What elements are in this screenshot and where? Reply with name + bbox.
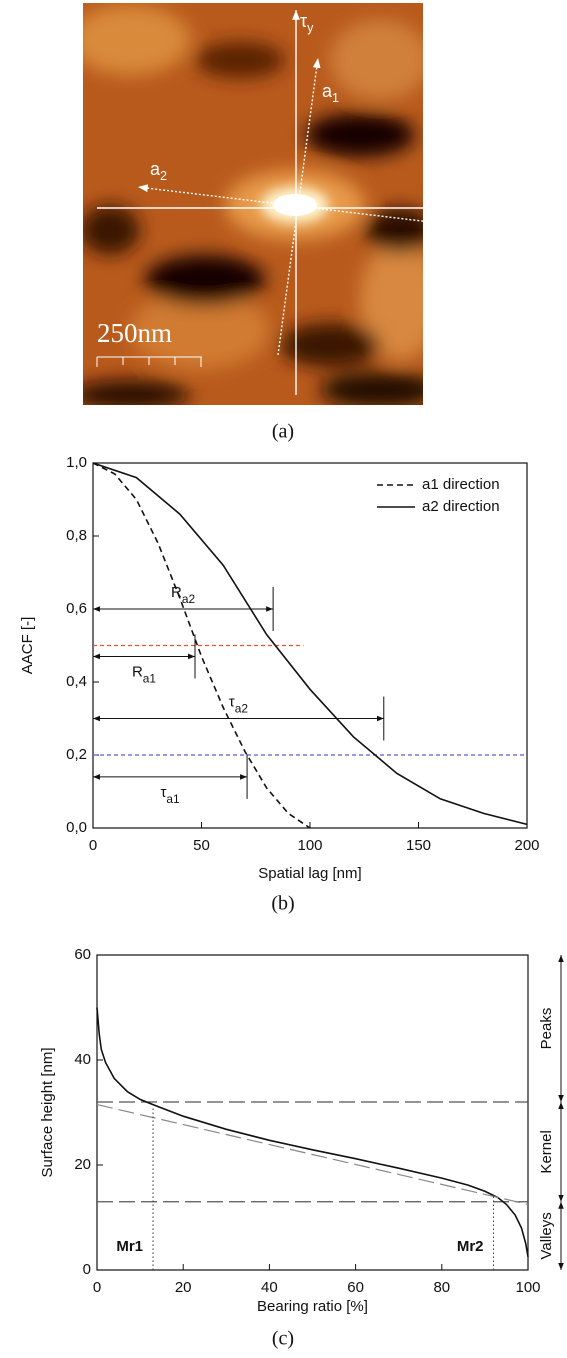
y-tick-label: 0,4 <box>66 673 87 690</box>
image-label-base: a <box>322 81 333 101</box>
y-tick-label: 0,8 <box>66 527 87 544</box>
x-tick-label: 0 <box>93 1279 101 1296</box>
x-tick-label: 80 <box>433 1279 450 1296</box>
x-tick-label: 20 <box>175 1279 192 1296</box>
image-label-base: a <box>150 159 161 179</box>
legend-label: a1 direction <box>422 476 500 493</box>
x-axis-label: Spatial lag [nm] <box>258 865 361 882</box>
y-tick-label: 60 <box>74 946 91 963</box>
x-tick-label: 40 <box>261 1279 278 1296</box>
image-label-sub: 2 <box>160 169 167 183</box>
dimension-label: Ra1 <box>132 663 156 685</box>
y-axis-label: Surface height [nm] <box>39 1047 56 1177</box>
x-tick-label: 60 <box>347 1279 364 1296</box>
afm-image <box>83 3 423 405</box>
x-tick-label: 200 <box>514 837 539 854</box>
image-label: a2 <box>150 159 167 184</box>
x-tick-label: 100 <box>515 1279 540 1296</box>
image-label: τx <box>477 179 491 204</box>
dimension-label-base: τ <box>229 693 235 710</box>
region-label: Kernel <box>538 1130 555 1173</box>
y-axis-label: AACF [-] <box>19 617 36 675</box>
caption: (a) <box>272 421 294 443</box>
region-label: Valleys <box>538 1212 555 1259</box>
region-label: Peaks <box>538 1008 555 1050</box>
dimension-label-base: R <box>132 663 143 680</box>
series-line <box>96 1007 529 1258</box>
caption: (c) <box>272 1328 294 1350</box>
y-tick-label: 40 <box>74 1051 91 1068</box>
x-tick-label: 0 <box>89 837 97 854</box>
y-tick-label: 0,0 <box>66 819 87 836</box>
marker-label: Mr1 <box>116 1238 143 1255</box>
caption: (b) <box>271 893 294 915</box>
dimension-label-base: R <box>171 584 182 601</box>
dimension-label-sub: a1 <box>166 792 180 806</box>
dimension-label-sub: a2 <box>182 592 196 606</box>
x-tick-label: 100 <box>297 837 322 854</box>
scale-bar-label: 250nm <box>97 318 172 348</box>
image-label-sub: 1 <box>332 91 339 105</box>
dimension-label: τa2 <box>229 693 249 715</box>
dimension-label: τa1 <box>160 784 180 806</box>
image-label: τy <box>300 11 314 36</box>
y-tick-label: 1,0 <box>66 454 87 471</box>
marker-label: Mr2 <box>457 1238 484 1255</box>
legend-label: a2 direction <box>422 498 500 515</box>
image-label-sub: x <box>484 189 491 203</box>
dimension-label-base: τ <box>160 784 166 801</box>
x-tick-label: 50 <box>193 837 210 854</box>
image-label-sub: y <box>307 21 314 35</box>
series-line <box>92 462 311 829</box>
x-axis-label: Bearing ratio [%] <box>257 1298 368 1315</box>
y-tick-label: 20 <box>74 1156 91 1173</box>
image-label: a1 <box>322 81 339 106</box>
plot-frame <box>96 954 529 1271</box>
dimension-label-sub: a1 <box>143 672 157 686</box>
image-label-base: τ <box>477 179 484 199</box>
series-line <box>96 1104 529 1205</box>
image-axes <box>96 9 492 395</box>
image-label-base: τ <box>300 11 307 31</box>
y-tick-label: 0,2 <box>66 746 87 763</box>
y-tick-label: 0,6 <box>66 600 87 617</box>
y-tick-label: 0 <box>83 1261 91 1278</box>
series-line <box>92 462 528 826</box>
dimension-label-sub: a2 <box>235 702 249 716</box>
x-tick-label: 150 <box>406 837 431 854</box>
dimension-label: Ra2 <box>171 584 195 606</box>
